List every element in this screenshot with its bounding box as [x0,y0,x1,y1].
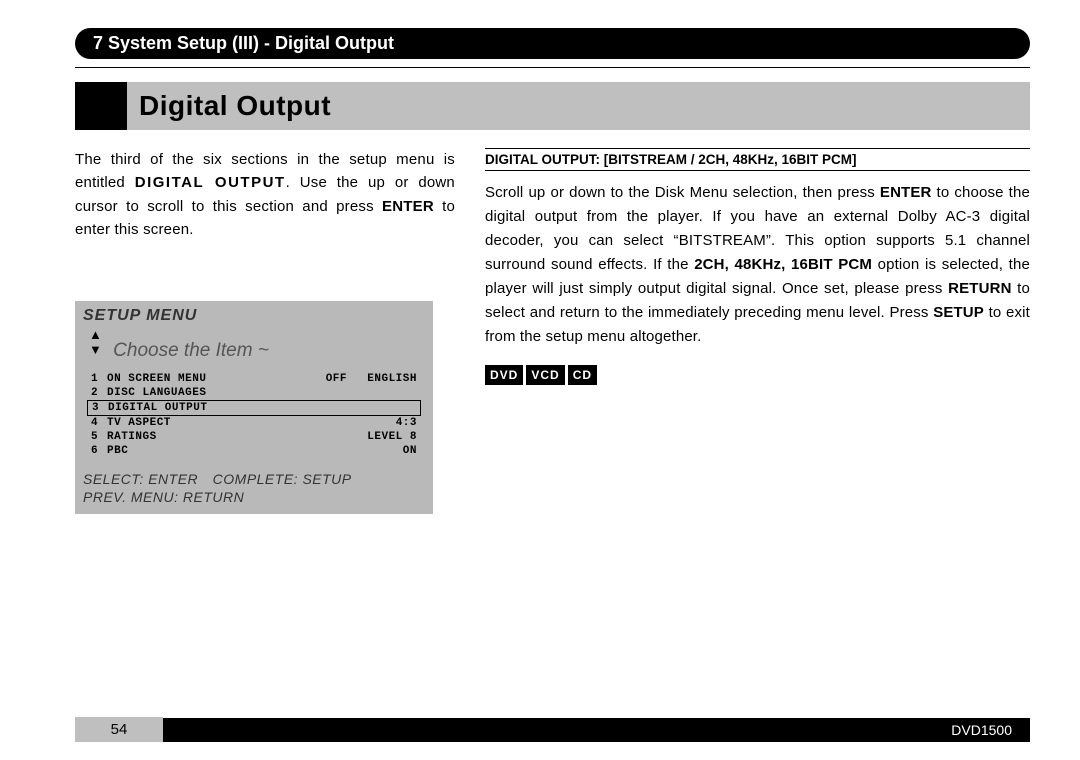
right-b4: SETUP [933,304,984,321]
intro-paragraph: The third of the six sections in the set… [75,148,455,241]
menu-row-num: 2 [91,387,107,399]
menu-row-name: DISC LANGUAGES [107,387,287,399]
updown-arrows-icon: ▲▼ [89,327,102,357]
menu-footer-line2: PREV. MENU: RETURN [83,488,425,506]
page-footer: 54 DVD1500 [0,717,1080,742]
menu-row: 5RATINGS LEVEL 8 [87,430,421,444]
divider [75,67,1030,68]
menu-items-list: 1ON SCREEN MENUOFFENGLISH2DISC LANGUAGES… [83,370,425,464]
setup-menu-screenshot: SETUP MENU ▲▼ Choose the Item ~ 1ON SCRE… [75,301,433,514]
menu-title: SETUP MENU [83,307,425,325]
menu-row: 4TV ASPECT 4:3 [87,416,421,430]
menu-row-v2: ENGLISH [347,373,417,385]
menu-row: 2DISC LANGUAGES [87,386,421,400]
menu-footer: SELECT: ENTER COMPLETE: SETUP PREV. MENU… [83,470,425,506]
right-b3: RETURN [948,280,1011,297]
intro-bold1: DIGITAL OUTPUT [135,174,286,191]
menu-subtitle: ▲▼ Choose the Item ~ [89,327,425,362]
menu-row-name: RATINGS [107,431,287,443]
menu-row-v1: OFF [287,373,347,385]
menu-row-name: PBC [107,445,287,457]
format-badges: DVDVCDCD [485,365,1030,385]
section-header-pill: 7 System Setup (III) - Digital Output [75,28,1030,59]
menu-row-num: 4 [91,417,107,429]
right-body-paragraph: Scroll up or down to the Disk Menu selec… [485,181,1030,349]
menu-row-num: 3 [92,402,108,414]
page-title: Digital Output [127,82,1030,130]
title-black-block [75,82,127,130]
menu-row-name: ON SCREEN MENU [107,373,287,385]
menu-row-num: 6 [91,445,107,457]
format-badge: DVD [485,365,523,385]
menu-row-v2: ON [347,445,417,457]
right-b1: ENTER [880,184,932,201]
menu-row: 3DIGITAL OUTPUT [87,400,421,416]
model-label: DVD1500 [163,718,1030,742]
format-badge: CD [568,365,597,385]
intro-bold2: ENTER [382,198,434,215]
page-number: 54 [75,717,163,742]
menu-row-name: TV ASPECT [107,417,287,429]
menu-subtitle-text: Choose the Item ~ [113,340,269,361]
menu-row-num: 1 [91,373,107,385]
format-badge: VCD [526,365,564,385]
menu-row-v2: 4:3 [347,417,417,429]
page-title-row: Digital Output [75,82,1030,130]
menu-row-num: 5 [91,431,107,443]
menu-row-name: DIGITAL OUTPUT [108,402,286,414]
right-heading: DIGITAL OUTPUT: [BITSTREAM / 2CH, 48KHz,… [485,148,1030,171]
right-p1a: Scroll up or down to the Disk Menu selec… [485,184,880,201]
right-b2: 2CH, 48KHz, 16BIT PCM [694,256,872,273]
menu-row: 1ON SCREEN MENUOFFENGLISH [87,372,421,386]
menu-row: 6PBC ON [87,444,421,458]
menu-footer-line1: SELECT: ENTER COMPLETE: SETUP [83,470,425,488]
menu-row-v2: LEVEL 8 [347,431,417,443]
